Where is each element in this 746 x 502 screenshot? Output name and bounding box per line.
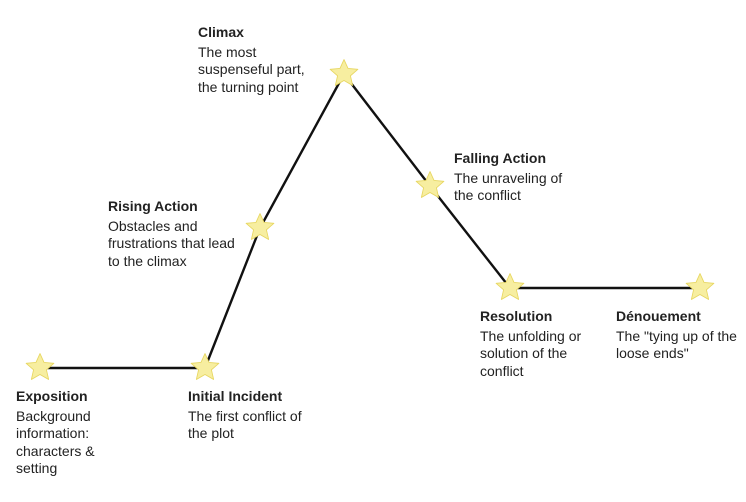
label-exposition: Exposition Background information: chara… <box>16 388 136 478</box>
label-desc: The most suspenseful part, the turning p… <box>198 44 318 97</box>
label-desc: Background information: characters & set… <box>16 408 136 478</box>
label-denouement: Dénouement The "tying up of the loose en… <box>616 308 744 363</box>
label-desc: The unfolding or solution of the conflic… <box>480 328 610 381</box>
label-desc: Obstacles and frustrations that lead to … <box>108 218 240 271</box>
label-title: Climax <box>198 24 318 42</box>
label-title: Falling Action <box>454 150 584 168</box>
label-resolution: Resolution The unfolding or solution of … <box>480 308 610 380</box>
label-desc: The first conflict of the plot <box>188 408 318 443</box>
label-falling-action: Falling Action The unraveling of the con… <box>454 150 584 205</box>
label-title: Resolution <box>480 308 610 326</box>
label-climax: Climax The most suspenseful part, the tu… <box>198 24 318 96</box>
label-rising-action: Rising Action Obstacles and frustrations… <box>108 198 240 270</box>
label-title: Exposition <box>16 388 136 406</box>
star-icon <box>188 351 222 385</box>
label-title: Initial Incident <box>188 388 318 406</box>
star-icon <box>683 271 717 305</box>
label-desc: The "tying up of the loose ends" <box>616 328 744 363</box>
label-desc: The unraveling of the conflict <box>454 170 584 205</box>
star-icon <box>243 211 277 245</box>
label-initial-incident: Initial Incident The first conflict of t… <box>188 388 318 443</box>
label-title: Dénouement <box>616 308 744 326</box>
star-icon <box>23 351 57 385</box>
plot-diagram: Exposition Background information: chara… <box>0 0 746 502</box>
star-icon <box>327 57 361 91</box>
label-title: Rising Action <box>108 198 240 216</box>
star-icon <box>493 271 527 305</box>
star-icon <box>413 169 447 203</box>
